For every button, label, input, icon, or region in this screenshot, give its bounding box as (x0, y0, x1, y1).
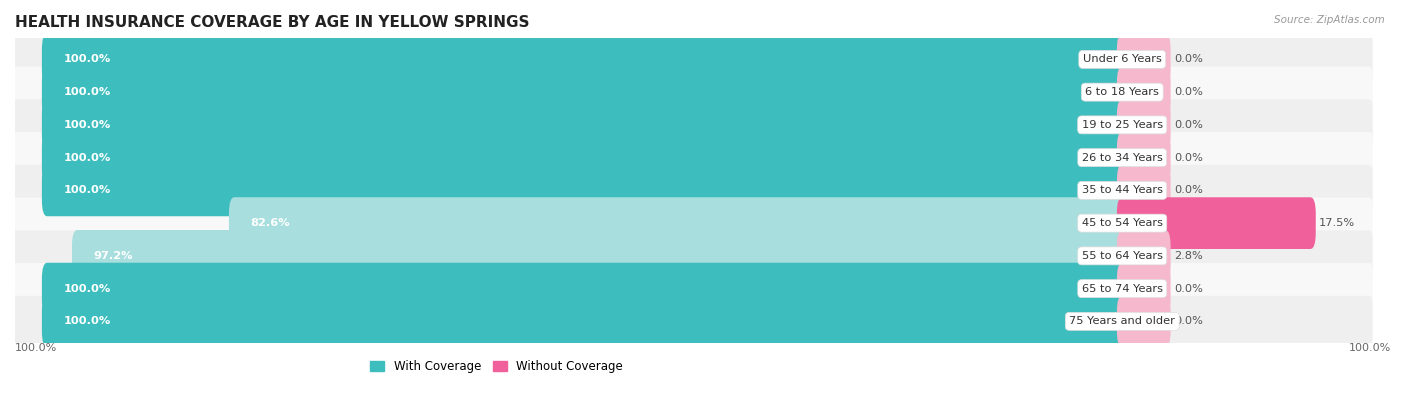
FancyBboxPatch shape (11, 99, 1372, 150)
Text: 97.2%: 97.2% (93, 251, 134, 261)
Text: 0.0%: 0.0% (1174, 54, 1202, 64)
FancyBboxPatch shape (11, 66, 1372, 118)
FancyBboxPatch shape (1116, 164, 1171, 216)
Text: 0.0%: 0.0% (1174, 283, 1202, 294)
FancyBboxPatch shape (42, 263, 1128, 315)
FancyBboxPatch shape (11, 132, 1372, 183)
Text: 100.0%: 100.0% (63, 186, 111, 195)
Text: HEALTH INSURANCE COVERAGE BY AGE IN YELLOW SPRINGS: HEALTH INSURANCE COVERAGE BY AGE IN YELL… (15, 15, 530, 30)
Text: 2.8%: 2.8% (1174, 251, 1202, 261)
Text: 100.0%: 100.0% (63, 120, 111, 130)
Text: 65 to 74 Years: 65 to 74 Years (1081, 283, 1163, 294)
FancyBboxPatch shape (11, 230, 1372, 281)
FancyBboxPatch shape (42, 66, 1128, 118)
Text: 26 to 34 Years: 26 to 34 Years (1081, 153, 1163, 163)
FancyBboxPatch shape (42, 132, 1128, 183)
Text: 100.0%: 100.0% (1348, 343, 1391, 353)
FancyBboxPatch shape (1116, 66, 1171, 118)
Text: 19 to 25 Years: 19 to 25 Years (1081, 120, 1163, 130)
Text: 100.0%: 100.0% (63, 153, 111, 163)
Text: 0.0%: 0.0% (1174, 120, 1202, 130)
Text: 100.0%: 100.0% (63, 87, 111, 97)
FancyBboxPatch shape (1116, 263, 1171, 315)
Text: 100.0%: 100.0% (63, 316, 111, 326)
FancyBboxPatch shape (1116, 132, 1171, 183)
FancyBboxPatch shape (72, 230, 1128, 282)
Text: 35 to 44 Years: 35 to 44 Years (1081, 186, 1163, 195)
FancyBboxPatch shape (11, 34, 1372, 85)
Text: 100.0%: 100.0% (63, 54, 111, 64)
Text: Source: ZipAtlas.com: Source: ZipAtlas.com (1274, 15, 1385, 24)
FancyBboxPatch shape (1116, 230, 1171, 282)
Text: 0.0%: 0.0% (1174, 153, 1202, 163)
FancyBboxPatch shape (11, 263, 1372, 314)
Text: 17.5%: 17.5% (1319, 218, 1355, 228)
Text: 6 to 18 Years: 6 to 18 Years (1085, 87, 1159, 97)
FancyBboxPatch shape (229, 197, 1128, 249)
Text: 0.0%: 0.0% (1174, 87, 1202, 97)
Text: Under 6 Years: Under 6 Years (1083, 54, 1161, 64)
FancyBboxPatch shape (42, 34, 1128, 85)
Text: 100.0%: 100.0% (63, 283, 111, 294)
FancyBboxPatch shape (1116, 34, 1171, 85)
FancyBboxPatch shape (1116, 197, 1316, 249)
Text: 82.6%: 82.6% (250, 218, 290, 228)
Legend: With Coverage, Without Coverage: With Coverage, Without Coverage (370, 360, 623, 374)
Text: 100.0%: 100.0% (15, 343, 58, 353)
FancyBboxPatch shape (42, 164, 1128, 216)
Text: 0.0%: 0.0% (1174, 316, 1202, 326)
FancyBboxPatch shape (42, 295, 1128, 347)
FancyBboxPatch shape (1116, 99, 1171, 151)
Text: 0.0%: 0.0% (1174, 186, 1202, 195)
Text: 55 to 64 Years: 55 to 64 Years (1081, 251, 1163, 261)
Text: 75 Years and older: 75 Years and older (1070, 316, 1175, 326)
FancyBboxPatch shape (1116, 295, 1171, 347)
Text: 45 to 54 Years: 45 to 54 Years (1081, 218, 1163, 228)
FancyBboxPatch shape (42, 99, 1128, 151)
FancyBboxPatch shape (11, 198, 1372, 249)
FancyBboxPatch shape (11, 296, 1372, 347)
FancyBboxPatch shape (11, 165, 1372, 216)
